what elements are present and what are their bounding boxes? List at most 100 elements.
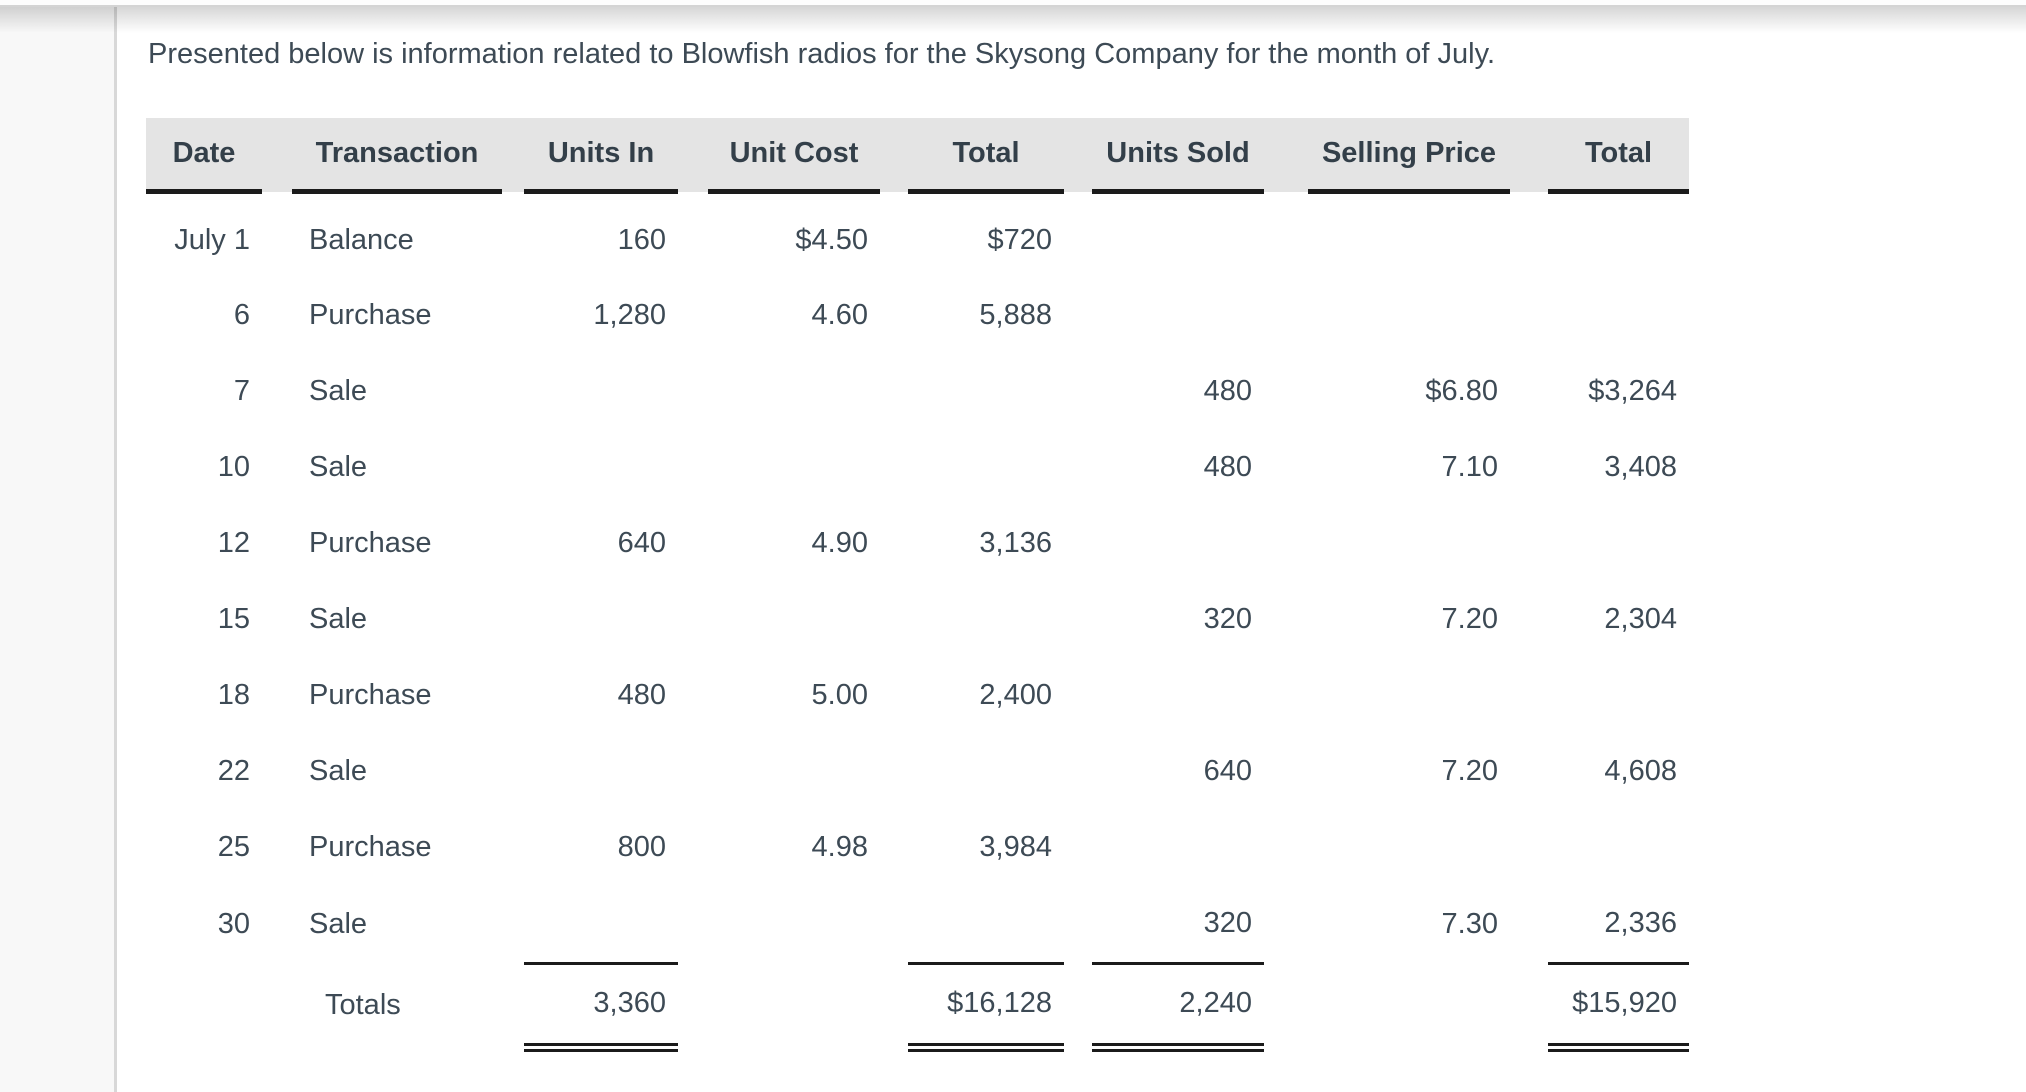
cell-units_sold: 480 [1203,375,1252,407]
cell-spacer [678,278,708,354]
totals-date [146,963,262,1047]
sidebar-divider [114,0,117,1092]
cell-units_in: 480 [617,679,666,711]
header-spacer [1064,118,1092,192]
cell-spacer [1510,278,1548,354]
cell-total_sold [1548,506,1689,582]
cell-units_sold [1092,192,1264,278]
header-spacer [262,118,292,192]
cell-total_sold: 2,304 [1604,603,1677,635]
table-row: 7 Sale 480 $6.80 $3,264 [146,354,1689,430]
table-row: 15 Sale 320 7.20 2,304 [146,582,1689,658]
cell-spacer [1510,430,1548,506]
cell-total_in: 2,400 [979,679,1052,711]
cell-units_sold [1092,810,1264,886]
cell-spacer [1064,354,1092,430]
header-spacer [502,118,524,192]
cell-units_in [524,734,678,810]
table-body: July 1 Balance 160 $4.50 $720 6 Purchase 1,280 4… [146,192,1689,1052]
cell-selling_price [1308,658,1510,734]
cell-spacer [880,506,908,582]
cell-date: 12 [217,527,250,559]
cell-spacer [678,582,708,658]
question-intro-text: Presented below is information related t… [148,38,1496,70]
top-border [0,5,2026,7]
cell-units_sold [1092,506,1264,582]
cell-spacer [502,354,524,430]
cell-spacer [678,886,708,964]
cell-spacer [262,354,292,430]
column-header-units_in: Units In [524,118,678,194]
cell-date: 15 [217,603,250,635]
cell-total_sold [1548,278,1689,354]
column-header-transaction: Transaction [292,118,502,194]
cell-unit_cost: 4.60 [811,299,868,331]
cell-unit_cost [708,354,880,430]
cell-spacer [1264,506,1308,582]
cell-date: 6 [233,299,250,331]
cell-spacer [1064,810,1092,886]
cell-total_sold [1548,192,1689,278]
column-header-total_in: Total [908,118,1064,194]
cell-spacer [880,886,908,964]
cell-total_in [908,734,1064,810]
cell-spacer [1064,734,1092,810]
cell-spacer [678,506,708,582]
cell-spacer [678,810,708,886]
cell-spacer [502,278,524,354]
cell-spacer [880,430,908,506]
cell-units_sold: 480 [1203,451,1252,483]
cell-unit_cost [708,886,880,964]
table-row: 18 Purchase 480 5.00 2,400 [146,658,1689,734]
cell-spacer [880,963,908,1047]
cell-selling_price: 7.30 [1441,907,1498,940]
column-header-selling_price: Selling Price [1308,118,1510,194]
cell-spacer [262,582,292,658]
cell-selling_price: $6.80 [1425,375,1498,407]
cell-selling_price [1308,192,1510,278]
header-row: Date Transaction Units In Unit Cost Total Uni… [146,118,1689,194]
cell-total_sold: $3,264 [1588,375,1677,407]
cell-transaction: Purchase [309,831,432,863]
table-row: 25 Purchase 800 4.98 3,984 [146,810,1689,886]
cell-unit_cost [708,430,880,506]
cell-selling_price [1308,810,1510,886]
cell-spacer [678,354,708,430]
totals-unit_cost [708,963,880,1047]
cell-total_in: 3,984 [979,831,1052,863]
cell-unit_cost: $4.50 [795,224,868,257]
cell-spacer [678,658,708,734]
header-spacer [1510,118,1548,192]
cell-spacer [1264,192,1308,278]
totals-units_in: 3,360 [524,963,678,1052]
totals-total_sold: $15,920 [1548,963,1689,1052]
cell-units_in: 640 [617,527,666,559]
cell-units_in [524,354,678,430]
cell-transaction: Sale [309,603,368,635]
column-header-units_sold: Units Sold [1092,118,1264,194]
cell-selling_price: 7.10 [1441,451,1498,483]
cell-transaction: Sale [309,907,368,940]
cell-units_sold [1092,278,1264,354]
cell-spacer [1510,192,1548,278]
cell-spacer [502,810,524,886]
cell-spacer [262,658,292,734]
cell-spacer [502,430,524,506]
cell-spacer [880,658,908,734]
totals-label: Totals [325,988,401,1021]
cell-spacer [502,886,524,964]
cell-spacer [1064,506,1092,582]
cell-total_in [908,582,1064,658]
cell-unit_cost: 4.90 [811,527,868,559]
cell-spacer [502,734,524,810]
cell-units_in [524,582,678,658]
cell-total_sold [1548,810,1689,886]
cell-total_sold: 2,336 [1548,885,1689,965]
cell-spacer [262,810,292,886]
cell-units_sold [1092,658,1264,734]
header-spacer [678,118,708,192]
cell-spacer [1510,354,1548,430]
cell-spacer [502,658,524,734]
cell-spacer [1510,886,1548,964]
